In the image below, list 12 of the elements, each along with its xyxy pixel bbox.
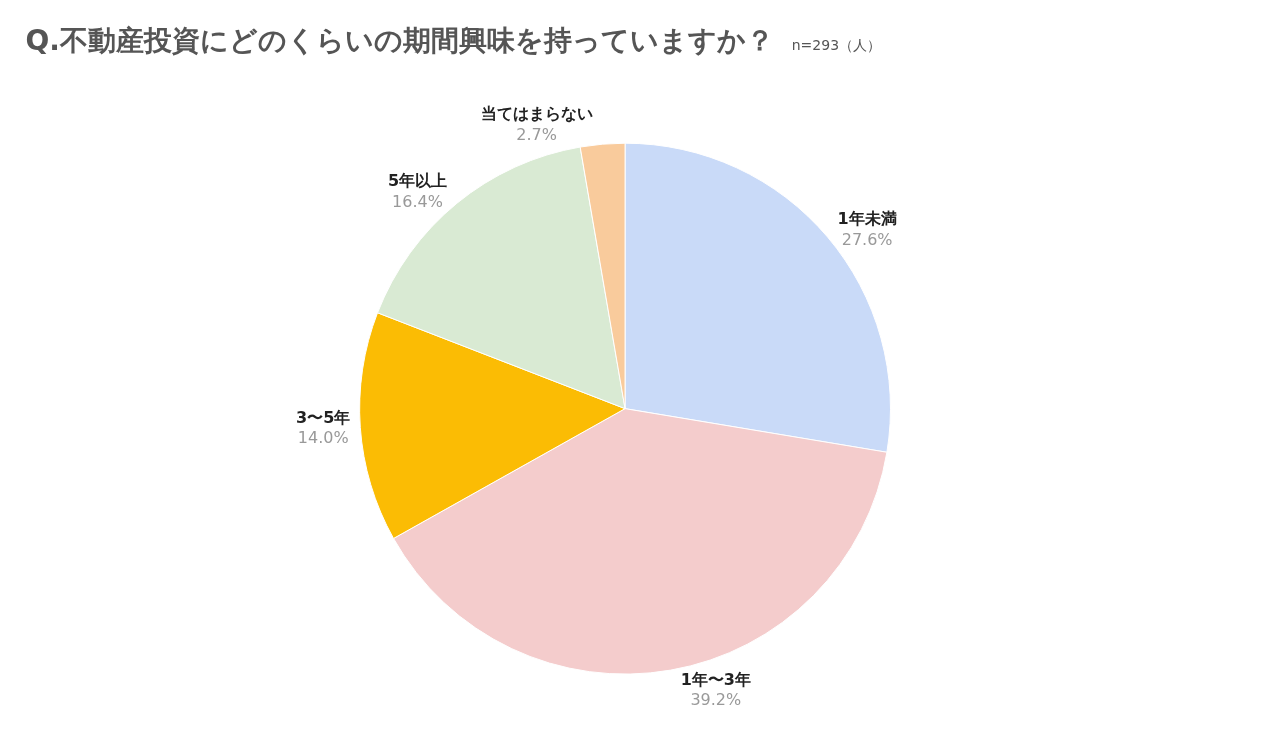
slice-label: 1年未満 (837, 208, 897, 228)
data-label: 2.7% (516, 125, 557, 145)
slice-label: 3〜5年 (296, 407, 351, 427)
chart-title: Q.不動産投資にどのくらいの期間興味を持っていますか？ (25, 23, 774, 57)
chart-subtitle: n=293（人） (791, 36, 882, 53)
slice-label: 5年以上 (387, 171, 448, 191)
data-label: 14.0% (297, 428, 349, 448)
slice-label: 当てはまらない (480, 104, 593, 124)
data-label: 27.6% (841, 229, 893, 249)
data-label: 39.2% (690, 690, 742, 710)
data-label: 16.4% (392, 192, 443, 212)
slice-label: 1年〜3年 (680, 669, 751, 689)
